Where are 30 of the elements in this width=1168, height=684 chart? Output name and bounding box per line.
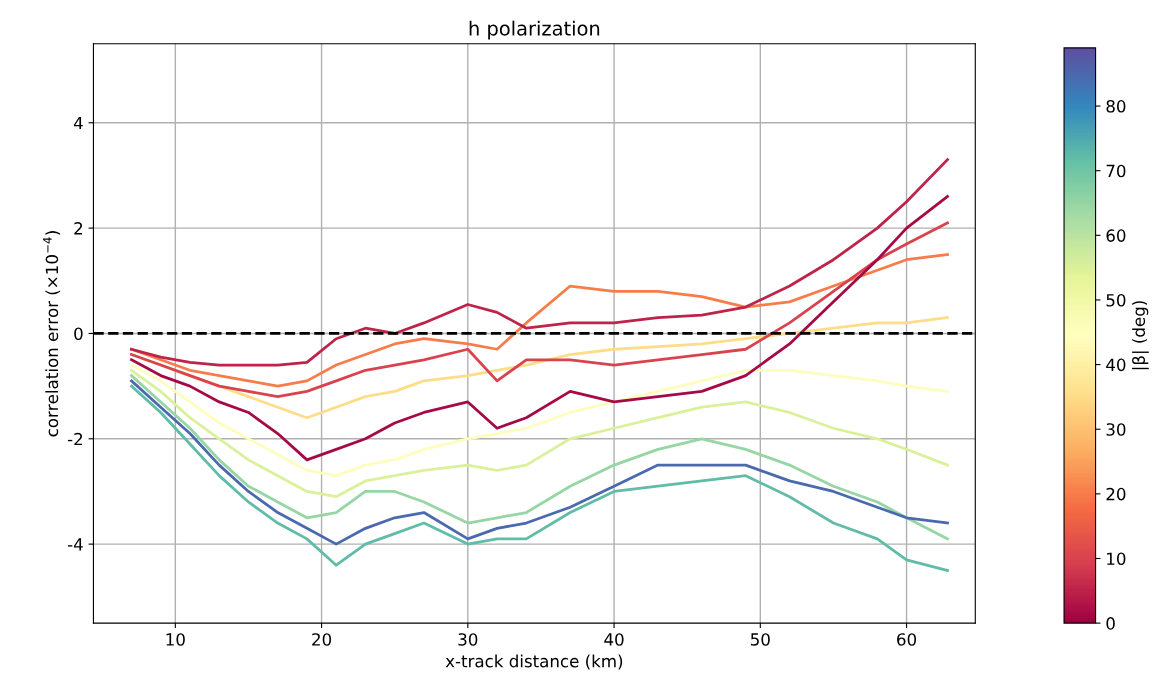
color-bar-label: 10 <box>1107 552 1126 566</box>
x-axis-title: x-track distance (km) <box>445 654 623 670</box>
x-tick-label: 20 <box>312 633 332 646</box>
color-bar-label: 30 <box>1106 423 1126 436</box>
line-series <box>130 195 949 462</box>
x-tick-label: 40 <box>604 633 624 646</box>
line-series <box>130 368 949 499</box>
y-tick-label: 4 <box>73 116 83 130</box>
line-series <box>130 158 949 367</box>
x-tick-label: 30 <box>458 633 478 646</box>
color-bar-label: 70 <box>1106 164 1126 178</box>
x-tick-label: 10 <box>166 633 185 646</box>
x-tick-label: 50 <box>750 633 770 646</box>
color-bar-label: 80 <box>1106 100 1126 113</box>
color-bar-title: |β| (deg) <box>1132 301 1149 370</box>
color-bar-label: 50 <box>1106 293 1126 307</box>
y-tick-label: -4 <box>67 538 83 551</box>
line-series <box>130 384 949 572</box>
y-axis-title: correlation error (×10$^{−4}$) <box>43 231 61 437</box>
x-tick-label: 60 <box>897 633 917 646</box>
y-tick-label: 0 <box>74 327 83 341</box>
y-tick-label: -2 <box>67 432 83 446</box>
y-tick-label: 2 <box>74 222 83 235</box>
color-bar-label: 20 <box>1106 487 1126 501</box>
line-series <box>130 363 949 478</box>
color-bar-label: 40 <box>1106 358 1126 372</box>
color-bar-label: 60 <box>1106 229 1126 242</box>
line-series <box>130 221 949 399</box>
color-bar-label: 0 <box>1106 617 1115 630</box>
chart-title: h polarization <box>469 20 600 40</box>
